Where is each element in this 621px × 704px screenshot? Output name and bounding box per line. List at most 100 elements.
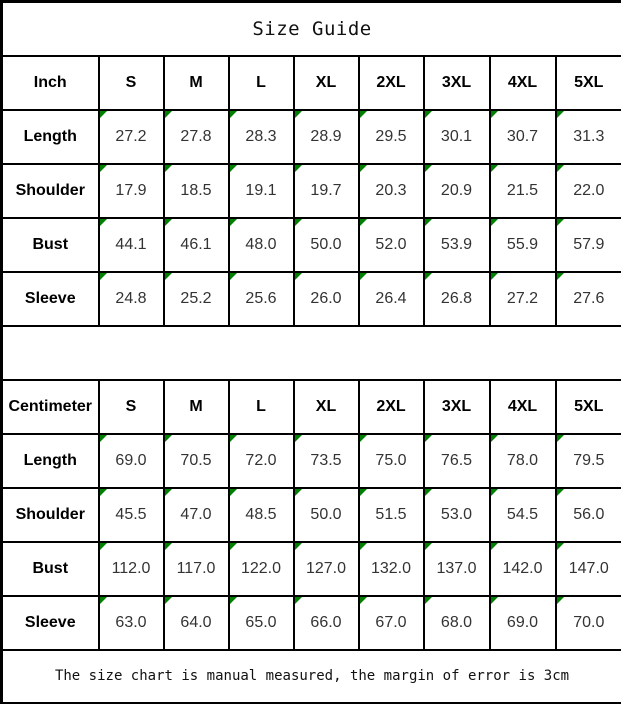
value-cell: 68.0 <box>422 594 491 651</box>
size-header-4xl: 4XL <box>488 54 557 111</box>
unit-header-centimeter: Centimeter <box>0 378 100 435</box>
cell-value: 25.2 <box>180 289 212 307</box>
cell-value: 69.0 <box>115 451 147 469</box>
size-header-xl: XL <box>292 54 360 111</box>
value-cell: 64.0 <box>162 594 230 651</box>
value-cell: 44.1 <box>97 216 165 273</box>
value-cell: 26.8 <box>422 270 491 327</box>
value-cell: 26.4 <box>357 270 425 327</box>
footer-note: The size chart is manual measured, the m… <box>0 648 621 704</box>
cm-header-row: Centimeter S M L XL 2XL 3XL 4XL 5XL <box>0 378 621 435</box>
spacer-cell <box>0 324 621 381</box>
cell-value: 25.6 <box>245 289 277 307</box>
size-header-s: S <box>97 378 165 435</box>
green-triangle-icon <box>360 543 367 550</box>
green-triangle-icon <box>165 543 172 550</box>
table-row-inch-bust: Bust 44.1 46.1 48.0 50.0 52.0 53.9 55.9 … <box>0 216 621 273</box>
value-cell: 27.2 <box>97 108 165 165</box>
value-cell: 142.0 <box>488 540 557 597</box>
green-triangle-icon <box>360 489 367 496</box>
cell-value: 122.0 <box>240 559 282 577</box>
green-triangle-icon <box>165 219 172 226</box>
value-cell: 66.0 <box>292 594 360 651</box>
cell-value: 17.9 <box>115 181 147 199</box>
size-header-l: L <box>227 54 295 111</box>
value-cell: 21.5 <box>488 162 557 219</box>
value-cell: 27.8 <box>162 108 230 165</box>
cell-value: 78.0 <box>506 451 539 469</box>
green-triangle-icon <box>295 435 302 442</box>
green-triangle-icon <box>425 597 432 604</box>
green-triangle-icon <box>425 219 432 226</box>
cell-value: 48.5 <box>245 505 277 523</box>
size-header-5xl: 5XL <box>554 54 621 111</box>
value-cell: 54.5 <box>488 486 557 543</box>
cell-value: 27.2 <box>506 289 539 307</box>
cell-value: 132.0 <box>370 559 412 577</box>
green-triangle-icon <box>360 597 367 604</box>
green-triangle-icon <box>230 165 237 172</box>
green-triangle-icon <box>230 489 237 496</box>
cell-value: 69.0 <box>506 613 539 631</box>
cell-value: 18.5 <box>180 181 212 199</box>
cell-value: 27.8 <box>180 127 212 145</box>
green-triangle-icon <box>557 111 564 118</box>
green-triangle-icon <box>230 543 237 550</box>
cell-value: 44.1 <box>115 235 147 253</box>
cell-value: 28.9 <box>310 127 342 145</box>
size-header-5xl: 5XL <box>554 378 621 435</box>
green-triangle-icon <box>100 435 107 442</box>
cell-value: 76.5 <box>440 451 473 469</box>
value-cell: 24.8 <box>97 270 165 327</box>
green-triangle-icon <box>491 435 498 442</box>
green-triangle-icon <box>165 489 172 496</box>
cell-value: 50.0 <box>310 235 342 253</box>
green-triangle-icon <box>165 597 172 604</box>
measurement-label: Shoulder <box>0 162 100 219</box>
value-cell: 79.5 <box>554 432 621 489</box>
green-triangle-icon <box>425 273 432 280</box>
page-title: Size Guide <box>0 0 621 57</box>
value-cell: 25.2 <box>162 270 230 327</box>
green-triangle-icon <box>230 597 237 604</box>
value-cell: 132.0 <box>357 540 425 597</box>
green-triangle-icon <box>491 543 498 550</box>
value-cell: 28.3 <box>227 108 295 165</box>
value-cell: 69.0 <box>488 594 557 651</box>
cell-value: 47.0 <box>180 505 212 523</box>
value-cell: 27.2 <box>488 270 557 327</box>
value-cell: 51.5 <box>357 486 425 543</box>
value-cell: 47.0 <box>162 486 230 543</box>
cell-value: 26.8 <box>440 289 473 307</box>
cell-value: 20.9 <box>440 181 473 199</box>
cell-value: 51.5 <box>375 505 407 523</box>
value-cell: 20.9 <box>422 162 491 219</box>
green-triangle-icon <box>165 111 172 118</box>
size-header-m: M <box>162 378 230 435</box>
green-triangle-icon <box>295 597 302 604</box>
green-triangle-icon <box>557 435 564 442</box>
value-cell: 20.3 <box>357 162 425 219</box>
value-cell: 72.0 <box>227 432 295 489</box>
value-cell: 29.5 <box>357 108 425 165</box>
cell-value: 31.3 <box>573 127 605 145</box>
measurement-label: Sleeve <box>0 594 100 651</box>
green-triangle-icon <box>425 111 432 118</box>
green-triangle-icon <box>230 219 237 226</box>
cell-value: 75.0 <box>375 451 407 469</box>
green-triangle-icon <box>165 165 172 172</box>
value-cell: 73.5 <box>292 432 360 489</box>
cell-value: 30.7 <box>506 127 539 145</box>
table-row-inch-length: Length 27.2 27.8 28.3 28.9 29.5 30.1 30.… <box>0 108 621 165</box>
value-cell: 30.1 <box>422 108 491 165</box>
size-header-xl: XL <box>292 378 360 435</box>
value-cell: 27.6 <box>554 270 621 327</box>
cell-value: 26.4 <box>375 289 407 307</box>
value-cell: 52.0 <box>357 216 425 273</box>
cell-value: 147.0 <box>568 559 609 577</box>
measurement-label: Bust <box>0 540 100 597</box>
measurement-label: Shoulder <box>0 486 100 543</box>
value-cell: 26.0 <box>292 270 360 327</box>
cell-value: 27.6 <box>573 289 605 307</box>
table-row-cm-length: Length 69.0 70.5 72.0 73.5 75.0 76.5 78.… <box>0 432 621 489</box>
